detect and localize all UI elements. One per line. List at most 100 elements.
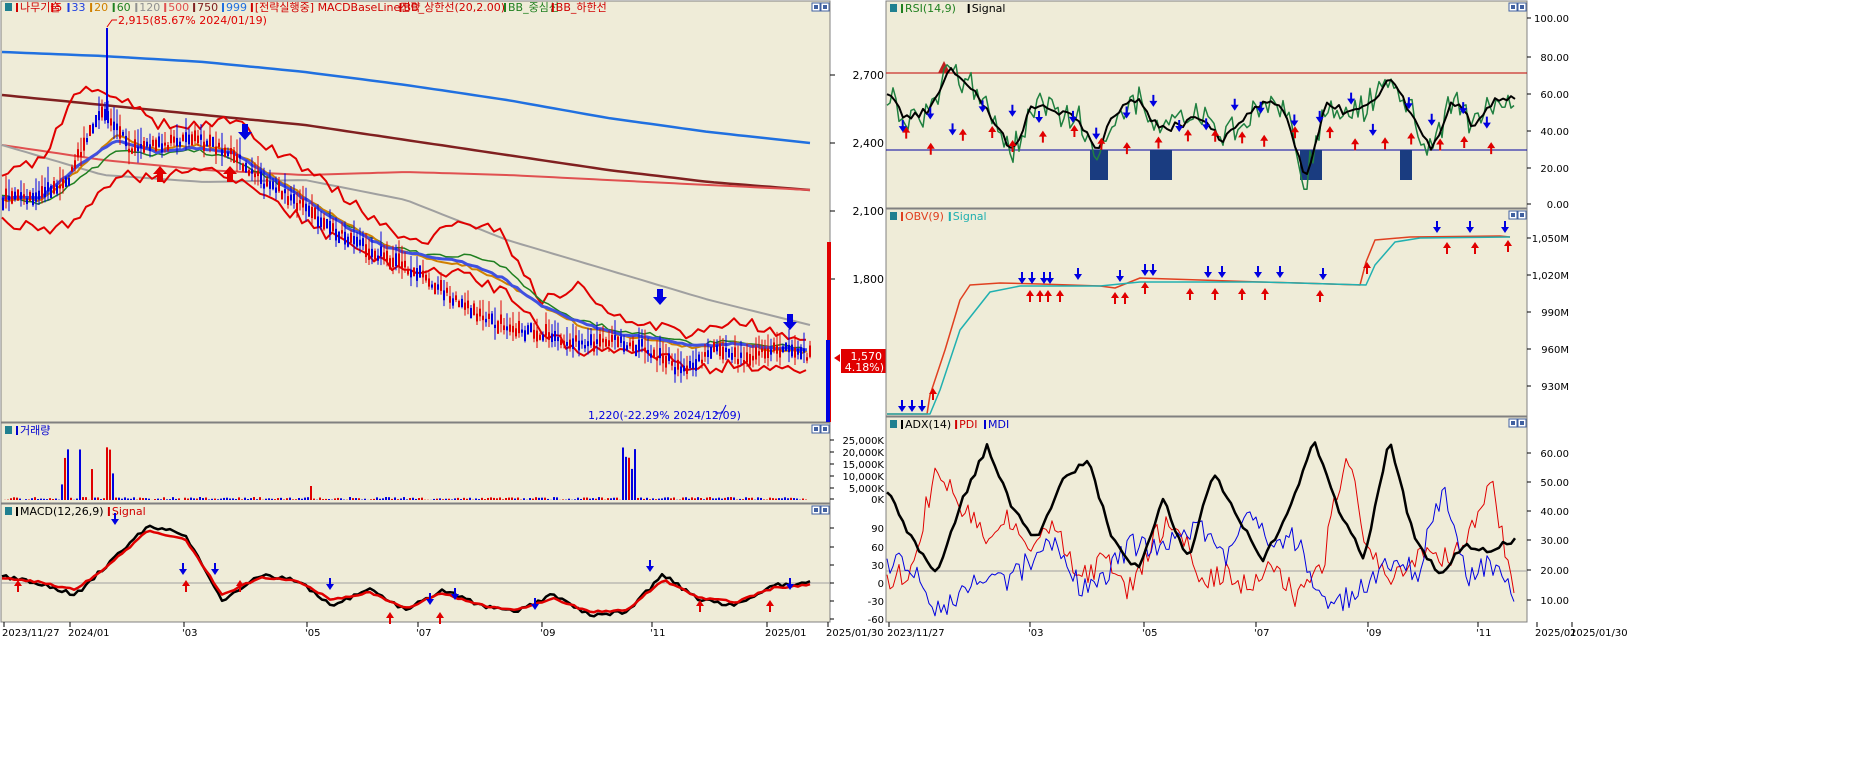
rsi-buy-arrow xyxy=(1238,131,1247,144)
candle-body xyxy=(122,131,124,136)
bb-upper-line xyxy=(1,85,807,341)
candle-body xyxy=(104,109,106,121)
volume-bar xyxy=(253,497,255,500)
volume-bar xyxy=(610,498,612,500)
candle-body xyxy=(767,348,769,359)
volume-bar xyxy=(124,497,126,500)
candle-body xyxy=(758,351,760,356)
rsi-sell-arrow xyxy=(1175,120,1184,133)
candle-body xyxy=(614,335,616,340)
candle-body xyxy=(749,354,751,366)
rsi-panel-close-button-glyph xyxy=(1520,5,1524,9)
volume-bar xyxy=(508,497,510,500)
volume-bar xyxy=(745,497,747,500)
volume-bar xyxy=(721,498,723,500)
candle-body xyxy=(266,178,268,187)
candle-body xyxy=(419,265,421,278)
candle-body xyxy=(44,186,46,198)
price-tick-label: 2,100 xyxy=(853,205,885,218)
rsi-sell-arrow xyxy=(1149,94,1158,107)
candle-body xyxy=(131,148,133,154)
volume-legend-handle[interactable] xyxy=(5,426,12,434)
rsi-buy-arrow xyxy=(1211,129,1220,142)
adx-legend-swatch xyxy=(901,420,903,429)
candle-body xyxy=(14,191,16,200)
candle-body xyxy=(638,339,640,352)
candle-body xyxy=(791,344,793,357)
volume-bar xyxy=(37,499,39,500)
volume-bar xyxy=(646,497,648,500)
volume-bar xyxy=(40,498,42,500)
volume-bar xyxy=(94,497,96,500)
volume-bar xyxy=(655,499,657,500)
candle-body xyxy=(413,267,415,277)
candle-body xyxy=(800,347,802,360)
rsi-legend-handle[interactable] xyxy=(890,4,897,12)
date-tick-label: 2025/01 xyxy=(1535,628,1577,639)
volume-bar xyxy=(403,497,405,500)
obv-sell-arrow xyxy=(1319,268,1327,280)
candle-body xyxy=(764,348,766,359)
volume-bar xyxy=(154,499,156,500)
sell-signal-arrow xyxy=(783,314,797,330)
candle-body xyxy=(20,192,22,200)
obv-sell-arrow xyxy=(1018,272,1026,284)
price-legend-handle[interactable] xyxy=(5,3,12,11)
rsi-sell-arrow xyxy=(978,100,987,113)
volume-bar xyxy=(790,497,792,500)
candle-body xyxy=(527,325,529,335)
candle-body xyxy=(257,170,259,177)
candle-body xyxy=(398,253,400,267)
obv-buy-arrow xyxy=(1121,292,1129,304)
candle-body xyxy=(32,192,34,206)
obv-legend-handle[interactable] xyxy=(890,212,897,220)
volume-bar xyxy=(631,468,633,500)
price-legend-item: BB_상한선(20,2.00) xyxy=(404,1,506,14)
candle-body xyxy=(599,334,601,347)
candle-body xyxy=(401,261,403,269)
volume-bar xyxy=(325,498,327,500)
volume-bar xyxy=(769,497,771,500)
macd-legend-handle[interactable] xyxy=(5,507,12,515)
candle-body xyxy=(689,361,691,369)
candle-body xyxy=(23,194,25,198)
volume-bar xyxy=(388,497,390,500)
candle-body xyxy=(200,134,202,140)
macd-legend-swatch xyxy=(107,507,110,516)
candle-body xyxy=(209,134,211,147)
price-legend-item: 나무기술 xyxy=(20,1,60,14)
rsi-sell-arrow xyxy=(926,107,935,120)
obv-sell-arrow xyxy=(1116,270,1124,282)
candle-body xyxy=(644,347,646,352)
volume-bar xyxy=(487,497,489,500)
price-legend-swatch xyxy=(51,3,54,12)
macd-legend-item: MACD(12,26,9) xyxy=(20,505,104,518)
candle-body xyxy=(311,206,313,219)
volume-bar xyxy=(784,497,786,500)
volume-bar xyxy=(787,498,789,500)
volume-bar xyxy=(202,498,204,500)
candle-body xyxy=(155,139,157,152)
candle-body xyxy=(176,137,178,147)
volume-bar xyxy=(667,497,669,500)
volume-bar xyxy=(544,497,546,500)
rsi-sell-arrow xyxy=(1256,101,1265,114)
volume-bar xyxy=(187,498,189,500)
volume-bar xyxy=(34,497,36,500)
volume-bar xyxy=(139,497,141,500)
candle-body xyxy=(641,338,643,347)
volume-bar xyxy=(709,497,711,500)
rsi-buy-arrow xyxy=(958,128,967,141)
volume-bar xyxy=(25,499,27,500)
rsi-sell-arrow xyxy=(1068,110,1077,123)
obv-sell-arrow xyxy=(1501,221,1509,233)
adx-legend-handle[interactable] xyxy=(890,420,897,428)
candle-body xyxy=(251,168,253,174)
candle-body xyxy=(575,335,577,342)
candle-body xyxy=(389,258,391,270)
candle-body xyxy=(509,324,511,332)
candle-body xyxy=(335,228,337,241)
candle-body xyxy=(344,231,346,245)
rsi-panel-maximize-button-glyph xyxy=(1511,5,1515,9)
macd-buy-arrow xyxy=(386,612,394,624)
